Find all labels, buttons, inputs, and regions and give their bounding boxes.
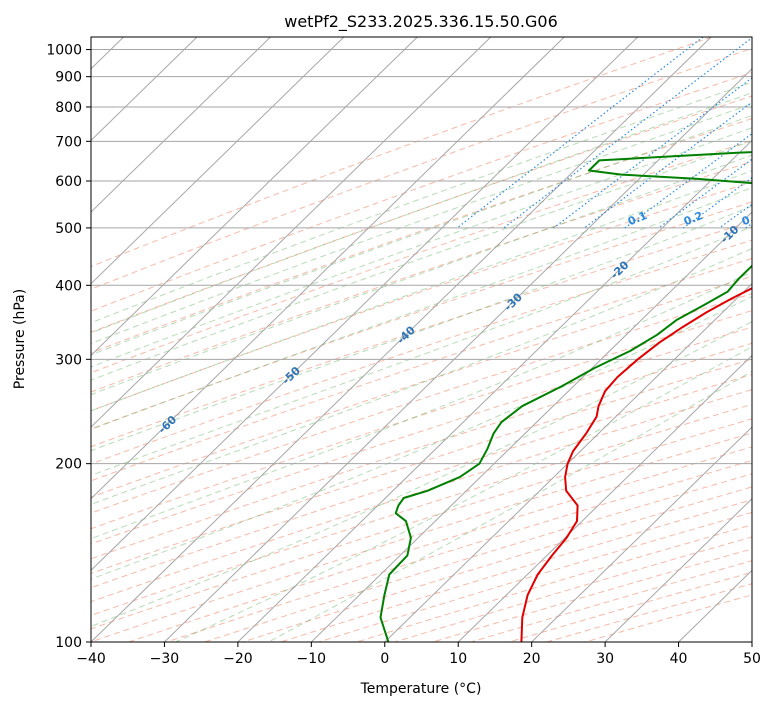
dry-adiabat [91,220,752,448]
dry-adiabat [470,560,752,642]
mixing-ratio-line [682,176,752,229]
dry-adiabat [91,374,752,589]
dry-adiabat [584,594,752,642]
mixing-ratio-line [745,222,752,229]
moist-adiabat [91,170,752,412]
moist-adiabat [91,186,752,430]
y-tick-label: 100 [55,635,82,651]
dry-adiabat [91,326,752,545]
moist-adiabat [91,321,752,627]
isotherm-line [751,641,752,642]
dry-adiabat [432,548,752,642]
axes: −40 −30 −20 −10 0 10 20 30 40 50 100 200 300 400 500 60… [46,36,761,667]
moist-adiabat [91,225,752,476]
x-tick-label: −20 [223,651,253,667]
isotherm-line [310,211,752,642]
mixing-ratio-line [624,132,752,229]
y-tick-label: 1000 [46,43,82,59]
dry-adiabat [91,239,752,465]
moist-adiabat [91,154,752,396]
dry-adiabat [91,275,752,498]
mixing-ratio-label: 0.1 [626,209,649,228]
moist-adiabat [91,92,752,334]
isotherm-line [604,497,752,642]
isotherm-line [384,283,752,642]
isotherm-line [457,354,752,642]
dry-adiabat [91,47,752,290]
x-tick-label: 40 [670,651,688,667]
plot-frame [90,36,753,643]
moist-adiabat [91,114,752,356]
y-axis-label: Pressure (hPa) [12,289,28,389]
dry-adiabat [356,524,752,642]
isotherm-line [91,37,345,285]
isotherm-line [91,37,271,213]
moist-adiabat [268,370,752,642]
mixing-ratio-line [553,77,752,229]
isotherm-line [91,37,198,142]
plot-area: -100-90-80-70-60-50-40-30-20-10010203040… [91,37,752,642]
y-tick-label: 700 [55,134,82,150]
mixing-ratio-line [456,37,704,229]
dry-adiabat [91,432,752,642]
dry-adiabat [91,95,752,333]
mixing-ratio-line [503,37,752,229]
moist-adiabat [175,346,752,642]
y-tick-label: 400 [55,278,82,294]
x-tick-label: 30 [596,651,614,667]
dry-adiabat [204,473,752,642]
dry-adiabat [91,139,752,374]
moist-adiabat [91,81,752,324]
x-tick-label: −40 [76,651,106,667]
chart-title: wetPf2_S233.2025.336.15.50.G06 [284,12,558,32]
isotherm-line [678,569,752,642]
moist-adiabat [91,103,752,345]
mixing-ratio-label: 0.2 [682,209,705,228]
isotherm-line [91,37,639,572]
dry-adiabat [91,118,752,354]
x-tick-label: 50 [743,651,761,667]
dry-adiabat [128,446,752,642]
moist-adiabat [91,140,752,381]
x-tick-label: 0 [380,651,389,667]
x-axis-label: Temperature (°C) [360,681,482,697]
dry-adiabat [91,181,752,412]
y-tick-label: 900 [55,70,82,86]
isotherm-line [531,426,752,642]
y-tick-label: 200 [55,457,82,473]
mixing-ratio-line [719,203,752,229]
x-tick-label: −10 [297,651,327,667]
y-tick-label: 800 [55,100,82,116]
dry-adiabat [91,161,752,393]
dry-adiabat [91,72,752,312]
isotherm-line [91,37,712,642]
isotherm-line [164,68,752,642]
isotherm-line [91,37,565,500]
isotherm-line [237,139,752,642]
x-tick-label: 10 [449,651,467,667]
isotherm-line [91,37,492,428]
dry-adiabat [508,571,752,642]
y-tick-label: 500 [55,221,82,237]
moist-adiabat [91,127,752,368]
dry-adiabat [318,511,752,642]
x-tick-label: −30 [150,651,180,667]
temperature-profile-line [520,287,752,642]
moist-adiabat [91,205,752,452]
dewpoint-profile-line [379,151,752,642]
x-tick-label: 20 [523,651,541,667]
isotherm-line [91,37,418,357]
y-tick-label: 300 [55,352,82,368]
dry-adiabat [91,358,752,574]
moist-adiabat [91,271,752,540]
dry-adiabat [91,418,752,630]
y-tick-label: 600 [55,174,82,190]
